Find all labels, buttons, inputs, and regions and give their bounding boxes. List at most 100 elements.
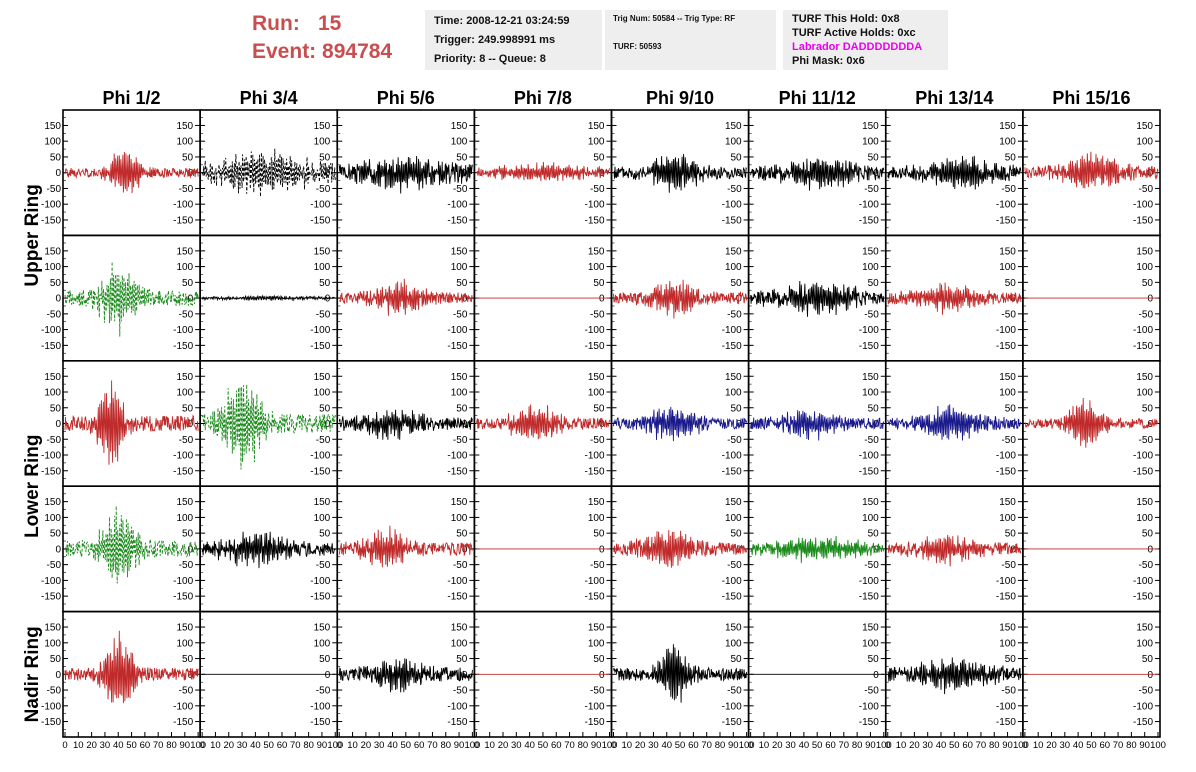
y-tick-label: 50 [319,403,331,414]
y-tick-label: 100 [725,388,742,399]
y-tick-label: -150 [310,466,330,477]
x-tick-label: 90 [454,740,465,751]
y-tick-label: 100 [862,137,879,148]
y-tick-label: 150 [999,372,1016,383]
y-tick-label: -150 [996,215,1016,226]
x-tick-label: 90 [591,740,602,751]
x-tick-label: 90 [317,740,328,751]
x-tick-label: 80 [578,740,589,751]
y-tick-label: -150 [859,466,879,477]
y-tick-label: 0 [462,294,468,305]
y-tick-label: -50 [727,309,742,320]
y-tick-label: -150 [584,717,604,728]
y-tick-label-left: -150 [41,215,61,226]
x-tick-label: 90 [865,740,876,751]
x-tick-label: 20 [909,740,920,751]
y-tick-label: 100 [451,513,468,524]
y-tick-label-left: -100 [41,451,61,462]
column-header: Phi 9/10 [646,88,714,108]
x-tick-label: 80 [852,740,863,751]
x-tick-label: 80 [989,740,1000,751]
y-tick-label: 150 [451,623,468,634]
x-tick-label: 30 [1060,740,1071,751]
y-tick-label: 100 [999,137,1016,148]
y-tick-label: 50 [593,529,605,540]
y-tick-label: -50 [453,560,468,571]
column-header: Phi 11/12 [779,88,856,108]
y-tick-label: 100 [1136,638,1153,649]
x-tick-label: 0 [62,740,67,751]
y-tick-label: 150 [999,121,1016,132]
x-tick-label: 80 [715,740,726,751]
y-tick-label: 100 [1136,262,1153,273]
x-tick-label: 10 [210,740,221,751]
priority-text: Priority: 8 -- Queue: 8 [434,53,546,65]
y-tick-label: -150 [173,341,193,352]
y-tick-label: -50 [864,435,879,446]
x-tick-label: 40 [661,740,672,751]
y-tick-label: 150 [725,246,742,257]
y-tick-label: -50 [864,560,879,571]
x-tick-label: 60 [688,740,699,751]
column-header: Phi 5/6 [377,88,435,108]
y-tick-label: -50 [1001,435,1016,446]
y-tick-label: 50 [456,654,468,665]
y-tick-label: 150 [588,372,605,383]
y-tick-label: 50 [1142,654,1154,665]
waveform-trace [887,404,1022,441]
x-tick-label: 0 [885,740,890,751]
y-tick-label: 50 [731,654,743,665]
waveform-trace [476,161,610,182]
y-tick-label-left: -150 [41,717,61,728]
y-tick-label: 100 [999,262,1016,273]
y-tick-label: 100 [1136,513,1153,524]
y-tick-label-left: 100 [44,137,61,148]
x-tick-label: 20 [361,740,372,751]
x-tick-label: 90 [1002,740,1013,751]
y-tick-label: -150 [859,215,879,226]
y-tick-label: 150 [862,497,879,508]
waveform-trace [338,155,473,194]
y-tick-label: 100 [451,638,468,649]
x-tick-label: 10 [896,740,907,751]
y-tick-label: -150 [996,466,1016,477]
y-tick-label: 50 [593,403,605,414]
y-tick-label: -100 [584,576,604,587]
y-tick-label: 150 [314,121,331,132]
y-tick-label: 0 [1010,670,1016,681]
y-tick-label: 100 [314,638,331,649]
labrador-text: Labrador DADDDDDDDA [792,41,923,53]
y-tick-label: -100 [1133,576,1153,587]
waveform-trace [201,148,336,197]
y-tick-label: -100 [310,451,330,462]
y-tick-label: 0 [325,419,331,430]
y-tick-label: 50 [182,278,194,289]
y-tick-label: -100 [859,701,879,712]
y-tick-label: -100 [722,451,742,462]
x-tick-label: 10 [73,740,84,751]
y-tick-label: -150 [584,215,604,226]
x-tick-label: 30 [648,740,659,751]
y-tick-label: -150 [1133,466,1153,477]
x-tick-label: 100 [1150,740,1166,751]
y-tick-label: 50 [593,152,605,163]
y-tick-label-left: 0 [55,419,61,430]
y-tick-label: 100 [999,513,1016,524]
y-tick-label: -50 [864,184,879,195]
y-tick-label: -50 [1001,184,1016,195]
y-tick-label-left: -150 [41,466,61,477]
x-tick-label: 30 [511,740,522,751]
waveform-trace [613,406,748,442]
y-tick-label: -50 [590,560,605,571]
y-tick-label: 100 [451,137,468,148]
y-tick-label: 150 [999,246,1016,257]
y-tick-label: -150 [996,717,1016,728]
y-tick-label: 150 [451,246,468,257]
x-tick-label: 50 [126,740,137,751]
waveform-trace [750,410,885,441]
y-tick-label: 50 [319,152,331,163]
row-group-label: Nadir Ring [22,626,43,722]
y-tick-label: 50 [182,654,194,665]
y-tick-label: -100 [722,701,742,712]
y-tick-label: -50 [590,686,605,697]
